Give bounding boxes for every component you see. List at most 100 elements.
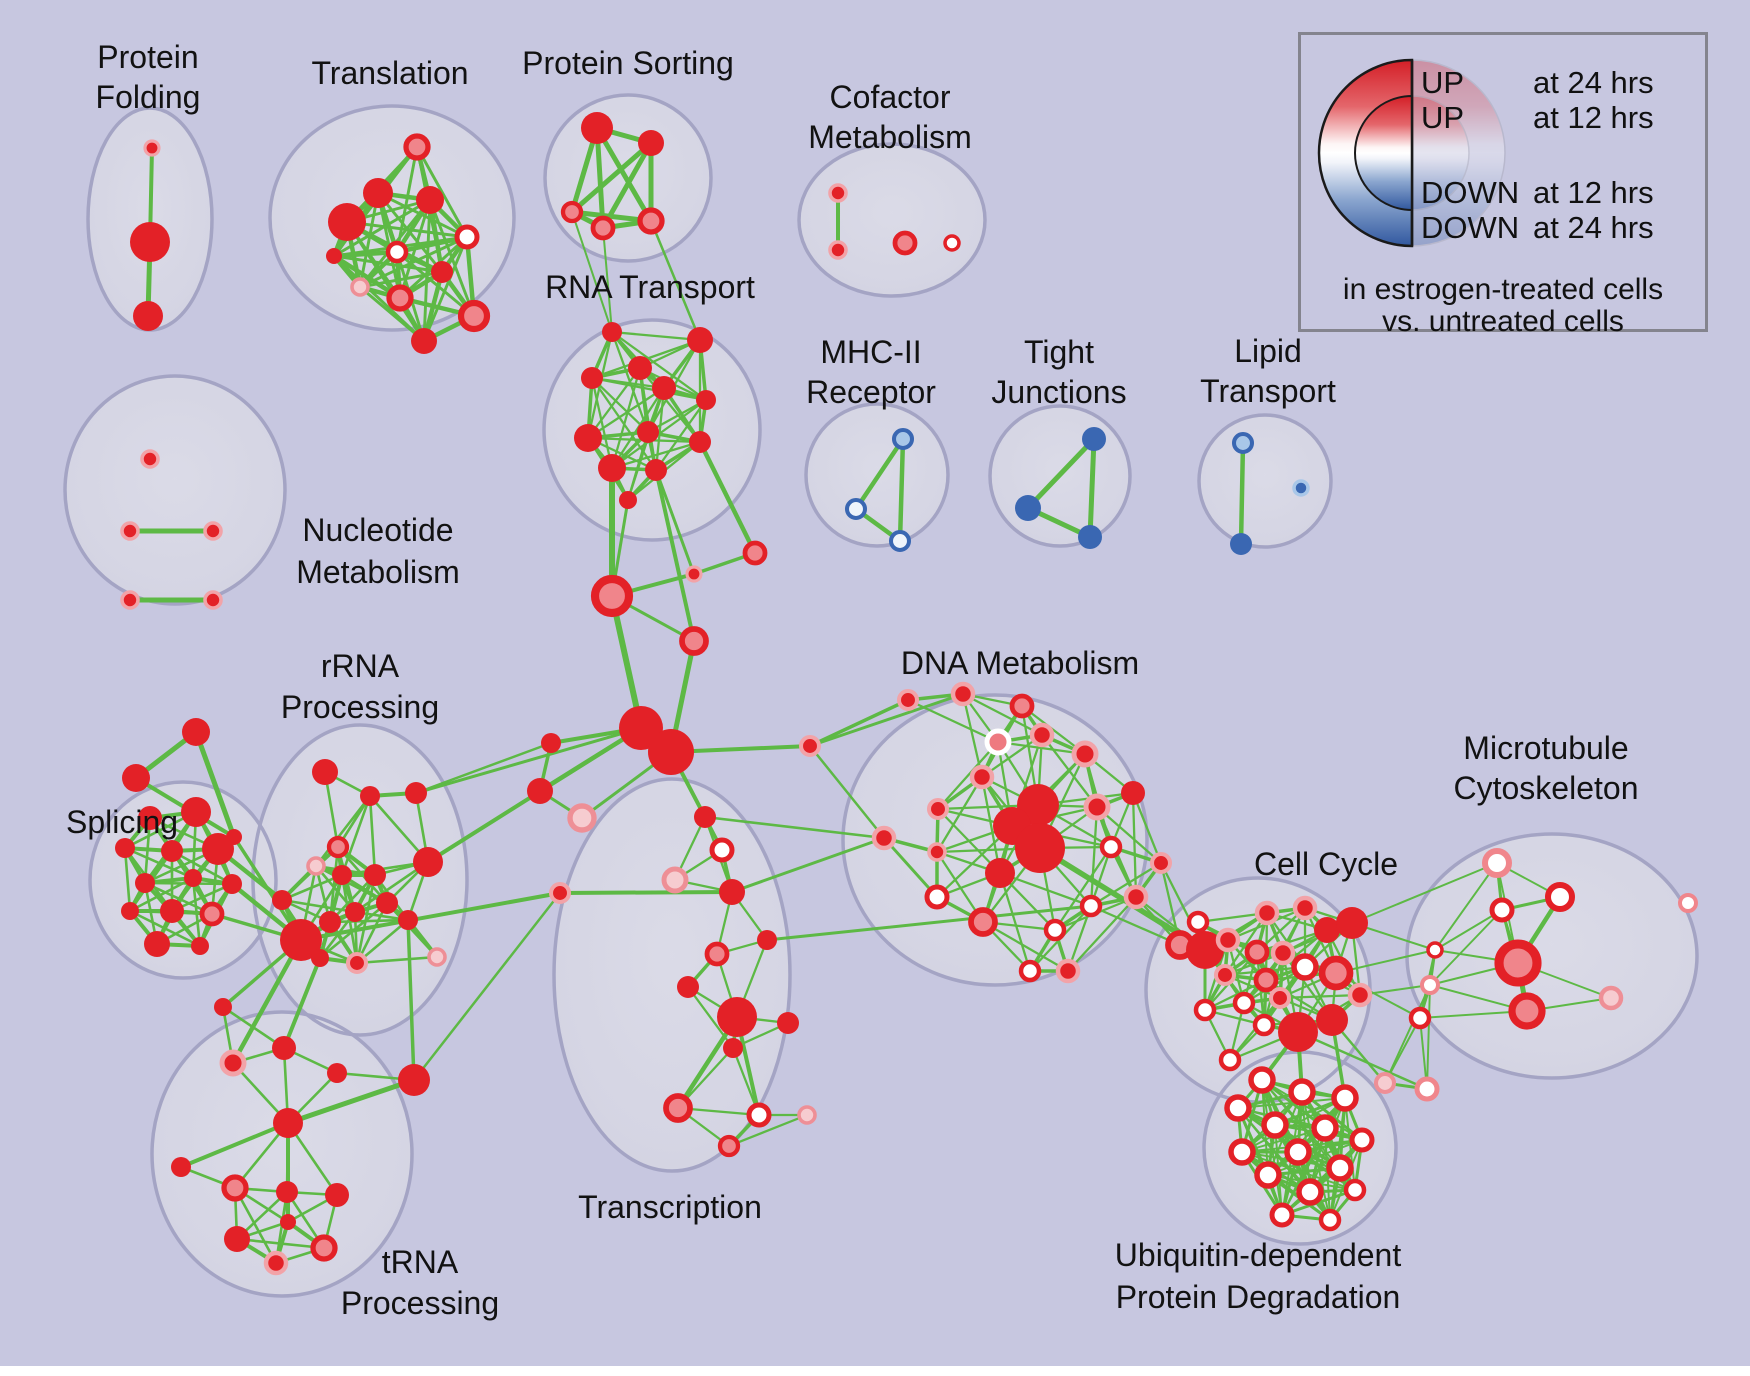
node-translation-6 [431,261,453,283]
node-rna-transport-6 [574,424,602,452]
node-protein-sorting-1 [638,130,664,156]
node-cell-cycle-14 [1213,963,1237,987]
node-ubiquitin-degradation-4 [1261,1111,1289,1139]
node-cell-cycle-9 [1268,986,1292,1010]
node-mhc-ii-receptor-0 [891,427,915,451]
edge [590,376,614,470]
edge [609,593,644,731]
node-splicing-satellite-0 [182,718,210,746]
node-connectors-1 [685,565,703,583]
legend-direction-label: DOWN [1421,210,1520,245]
edge [406,918,416,1082]
edge [128,876,195,913]
edge [1089,861,1163,908]
edge [355,901,389,965]
edge [590,376,650,434]
node-rna-transport-3 [581,367,603,389]
node-splicing-8 [121,902,139,920]
node-splicing-4 [202,833,234,865]
node-connectors-4 [619,706,663,750]
node-dna-metabolism-17 [1079,894,1103,918]
node-cofactor-metabolism-3 [943,234,961,252]
cluster-trna-processing-border [150,1010,414,1298]
node-dna-metabolism-2 [1071,740,1099,768]
cluster-label-lipid-transport: Lipid Transport [1200,333,1336,409]
node-rrna-processing-9 [345,902,365,922]
cluster-label-trna-processing: tRNA Processing [341,1244,499,1321]
node-protein-folding-0 [143,139,161,157]
node-dna-metabolism-18 [1043,918,1067,942]
node-transcription-11 [663,1093,693,1123]
legend-direction-label: DOWN [1421,175,1520,210]
node-cell-cycle-2 [1314,917,1340,943]
edge [586,386,666,440]
node-dna-metabolism-4 [926,797,950,821]
node-microtubule-cytoskeleton-9 [1678,893,1698,913]
node-ubiquitin-degradation-7 [1228,1138,1256,1166]
cluster-label-protein-folding: Protein Folding [96,39,201,115]
edge [1429,909,1503,986]
node-dna-metabolism-16 [968,907,998,937]
node-cell-cycle-16 [1278,1012,1318,1052]
node-rrna-processing-3 [326,835,350,859]
node-transcription-0 [694,806,716,828]
node-mhc-ii-receptor-1 [844,497,868,521]
edge [332,254,426,343]
edge [230,937,304,1066]
node-translation-10 [411,328,437,354]
cluster-tight-junctions-border [988,404,1132,548]
node-nucleotide-metabolism-0 [140,449,160,469]
node-ubiquitin-degradation-5 [1311,1114,1339,1142]
node-translation-3 [328,203,366,241]
edge [355,918,410,965]
node-ubiquitin-degradation-3 [1224,1094,1252,1122]
legend-row-up-24: UP at 24 hrs [1301,66,1705,100]
edge [697,439,758,556]
node-microtubule-cytoskeleton-3 [1494,939,1542,987]
node-splicing-5 [135,873,155,893]
node-cell-cycle-18 [1347,982,1373,1008]
edge [1087,436,1097,540]
node-trna-processing-4 [398,1064,430,1096]
node-rrna-processing-10 [319,911,341,933]
edge [590,376,658,472]
edge [610,440,702,470]
node-splicing-6 [184,869,202,887]
node-microtubule-cytoskeleton-10 [1373,1071,1397,1095]
cluster-nucleotide-metabolism-fill [65,376,285,604]
node-splicing-0 [138,806,162,830]
node-cell-cycle-12 [1215,927,1241,953]
edge [328,918,410,924]
node-rna-transport-9 [598,454,626,482]
node-ubiquitin-degradation-14 [1318,1208,1342,1232]
node-dna-metabolism-9 [1015,823,1065,873]
node-rrna-processing-8 [376,892,398,914]
edge [422,235,469,343]
edge [961,692,1044,737]
node-rrna-processing-1 [360,786,380,806]
edge [654,468,696,643]
node-microtubule-cytoskeleton-5 [1420,975,1440,995]
node-splicing-1 [181,797,211,827]
node-nucleotide-metabolism-2 [203,521,223,541]
legend-time-label: at 24 hrs [1533,210,1654,245]
node-transcription-3 [719,879,745,905]
node-rrna-processing-11 [280,919,322,961]
node-cell-cycle-8 [1253,967,1279,993]
node-tight-junctions-1 [1015,495,1041,521]
node-cell-cycle-19 [1218,1048,1242,1072]
cluster-microtubule-cytoskeleton-fill [1407,834,1697,1078]
node-dna-metabolism-23 [896,688,920,712]
node-cofactor-metabolism-2 [892,230,918,256]
node-rna-transport-4 [652,376,676,400]
node-transcription-10 [723,1038,743,1058]
edge [1434,862,1498,951]
node-microtubule-cytoskeleton-7 [1508,992,1546,1030]
legend-time-label: at 12 hrs [1533,175,1654,210]
node-dna-metabolism-24 [950,681,976,707]
legend-caption-line1: in estrogen-treated cells [1342,273,1664,306]
edge [1095,805,1163,865]
node-tight-junctions-2 [1078,525,1102,549]
node-trna-processing-5 [273,1108,303,1138]
